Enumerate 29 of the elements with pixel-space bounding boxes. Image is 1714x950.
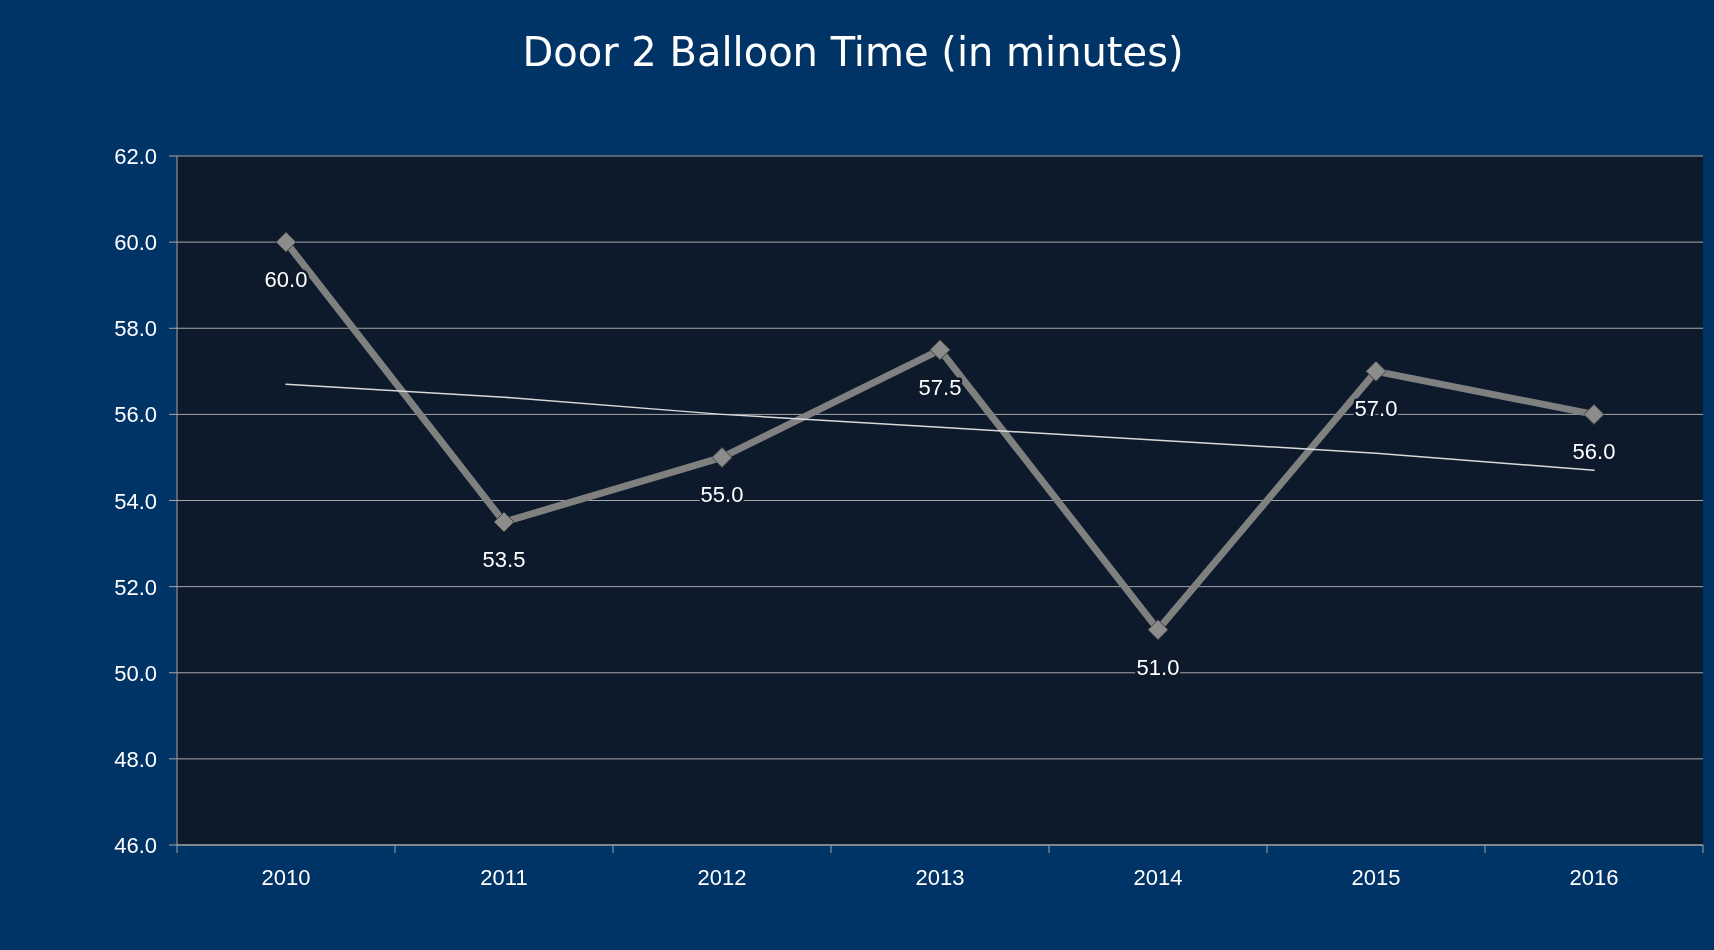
point [275, 231, 297, 253]
y-tick-label: 54.0 [114, 488, 157, 514]
point [1365, 360, 1387, 382]
y-tick-label: 50.0 [114, 660, 157, 686]
x-tick-label: 2011 [480, 865, 528, 890]
y-tick-label: 58.0 [114, 316, 157, 342]
y-tick-label: 52.0 [114, 574, 157, 600]
x-tick-label: 2014 [1133, 865, 1183, 890]
data-label: 60.0 [264, 267, 308, 293]
point [1583, 403, 1605, 425]
y-tick-label: 60.0 [114, 230, 157, 256]
x-tick-label: 2012 [697, 865, 747, 890]
point [493, 511, 515, 533]
point [929, 339, 951, 361]
y-tick-label: 48.0 [114, 746, 157, 772]
chart-title: Door 2 Balloon Time (in minutes) [522, 29, 1184, 75]
data-label: 57.5 [918, 374, 962, 400]
y-tick-label: 62.0 [114, 144, 157, 169]
x-tick-label: 2010 [261, 865, 311, 890]
point [711, 446, 733, 468]
data-label: 53.5 [482, 547, 526, 573]
y-tick-label: 46.0 [114, 833, 157, 858]
x-tick-label: 2013 [915, 865, 965, 890]
data-label: 51.0 [1136, 654, 1180, 680]
y-tick-label: 56.0 [114, 402, 157, 428]
x-tick-label: 2016 [1569, 865, 1619, 890]
point [1147, 619, 1169, 641]
x-tick-label: 2015 [1351, 865, 1401, 890]
data-label: 56.0 [1572, 439, 1616, 465]
